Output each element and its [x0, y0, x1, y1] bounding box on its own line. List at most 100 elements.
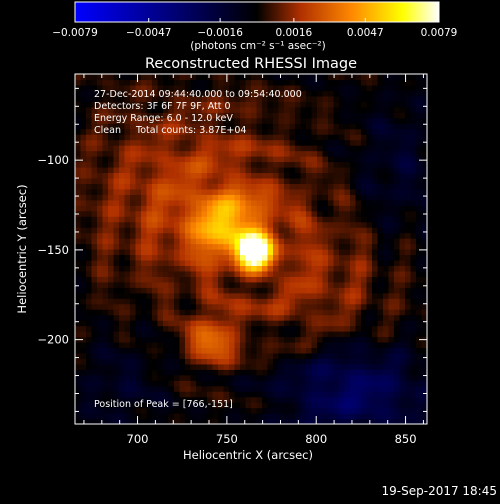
heatmap-cell [113, 314, 120, 321]
heatmap-cell [256, 84, 263, 92]
heatmap-cell [124, 396, 131, 403]
heatmap-cell [339, 358, 346, 365]
heatmap-cell [201, 413, 208, 420]
heatmap-cell [113, 139, 120, 146]
heatmap-cell [388, 347, 395, 354]
heatmap-cell [157, 347, 164, 354]
heatmap-cell [322, 259, 329, 267]
heatmap-cell [163, 188, 170, 195]
heatmap-cell [185, 84, 192, 92]
heatmap-cell [245, 265, 252, 272]
heatmap-cell [201, 199, 208, 206]
heatmap-cell [196, 413, 203, 420]
heatmap-cell [267, 413, 274, 420]
heatmap-cell [410, 303, 417, 310]
heatmap-cell [163, 128, 170, 135]
heatmap-cell [388, 177, 395, 184]
heatmap-cell [388, 314, 395, 321]
heatmap-cell [278, 210, 285, 217]
heatmap-cell [416, 183, 423, 190]
heatmap-cell [245, 79, 252, 86]
heatmap-cell [75, 243, 82, 250]
heatmap-cell [311, 221, 318, 228]
heatmap-cell [135, 265, 142, 272]
heatmap-cell [421, 347, 427, 354]
heatmap-cell [75, 249, 82, 256]
heatmap-cell [108, 227, 115, 234]
heatmap-cell [157, 407, 164, 414]
heatmap-cell [91, 287, 98, 294]
heatmap-cell [163, 205, 170, 212]
heatmap-cell [190, 385, 197, 392]
heatmap-cell [317, 358, 324, 365]
heatmap-cell [157, 238, 164, 245]
heatmap-cell [421, 161, 427, 168]
heatmap-cell [399, 150, 406, 157]
heatmap-cell [152, 259, 159, 267]
heatmap-cell [223, 298, 230, 305]
heatmap-cell [163, 145, 170, 152]
heatmap-cell [152, 265, 159, 272]
heatmap-cell [284, 194, 291, 201]
heatmap-cell [267, 90, 274, 97]
heatmap-cell [75, 287, 82, 294]
heatmap-cell [300, 145, 307, 152]
heatmap-cell [333, 145, 340, 152]
heatmap-cell [168, 139, 175, 146]
heatmap-cell [355, 101, 362, 108]
heatmap-cell [102, 139, 109, 146]
heatmap-cell [102, 314, 109, 321]
heatmap-cell [113, 145, 120, 152]
heatmap-cell [344, 106, 351, 113]
heatmap-cell [322, 205, 329, 212]
heatmap-cell [251, 331, 258, 338]
heatmap-cell [207, 363, 214, 370]
heatmap-cell [218, 341, 225, 349]
heatmap-cell [317, 84, 324, 92]
heatmap-cell [289, 145, 296, 152]
heatmap-cell [157, 183, 164, 190]
heatmap-cell [289, 128, 296, 135]
heatmap-cell [300, 380, 307, 387]
heatmap-cell [86, 112, 93, 119]
heatmap-cell [339, 232, 346, 239]
heatmap-cell [339, 391, 346, 398]
heatmap-cell [317, 128, 324, 135]
heatmap-cell [234, 402, 241, 409]
heatmap-cell [119, 145, 126, 152]
heatmap-cell [218, 259, 225, 267]
heatmap-cell [130, 243, 137, 250]
heatmap-cell [306, 166, 313, 174]
heatmap-cell [350, 265, 357, 272]
heatmap-cell [75, 112, 82, 119]
heatmap-cell [196, 281, 203, 288]
heatmap-cell [383, 134, 390, 141]
heatmap-cell [256, 380, 263, 387]
heatmap-cell [86, 352, 93, 359]
heatmap-cell [361, 145, 368, 152]
heatmap-cell [223, 270, 230, 277]
heatmap-cell [333, 292, 340, 299]
heatmap-cell [185, 177, 192, 184]
heatmap-cell [102, 156, 109, 163]
heatmap-cell [245, 292, 252, 299]
heatmap-cell [344, 320, 351, 327]
heatmap-cell [179, 161, 186, 168]
heatmap-cell [146, 320, 153, 327]
heatmap-cell [256, 177, 263, 184]
heatmap-cell [113, 74, 120, 81]
heatmap-cell [135, 177, 142, 184]
heatmap-cell [201, 106, 208, 113]
heatmap-cell [328, 183, 335, 190]
heatmap-cell [256, 128, 263, 135]
heatmap-cell [174, 210, 181, 217]
heatmap-cell [394, 380, 401, 387]
heatmap-cell [262, 270, 269, 277]
heatmap-cell [388, 232, 395, 239]
heatmap-cell [212, 161, 219, 168]
heatmap-cell [124, 112, 131, 119]
heatmap-cell [212, 117, 219, 124]
heatmap-cell [163, 123, 170, 130]
heatmap-cell [262, 117, 269, 124]
heatmap-cell [410, 90, 417, 97]
